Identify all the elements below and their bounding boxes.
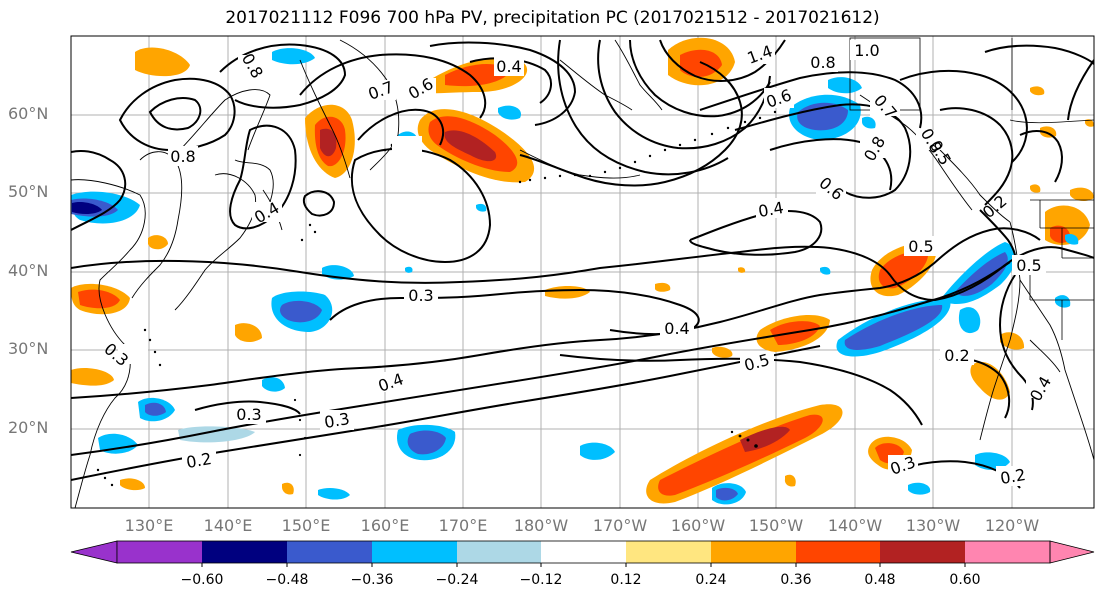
colorbar-swatch	[965, 541, 1050, 563]
colorbar-swatch	[457, 541, 541, 563]
colorbar-swatch	[117, 541, 202, 563]
contour-label: 0.4	[757, 198, 785, 221]
lon-label: 160°W	[670, 516, 726, 535]
colorbar-tick-label: −0.24	[435, 572, 479, 588]
colorbar-tick-label: 0.12	[610, 572, 642, 588]
colorbar-swatch	[541, 541, 626, 563]
contour-label: 0.5	[908, 237, 933, 256]
colorbar-swatch	[711, 541, 796, 563]
contour-label: 0.3	[408, 286, 433, 305]
colorbar-tick-label: 0.36	[780, 572, 812, 588]
lat-label: 20°N	[8, 418, 49, 437]
colorbar-tick-label: −0.60	[180, 572, 224, 588]
contour-label: 0.4	[496, 57, 521, 76]
contour-label: 0.3	[236, 405, 261, 424]
lon-label: 170°W	[592, 516, 648, 535]
colorbar-swatch	[880, 541, 965, 563]
colorbar-swatch	[796, 541, 880, 563]
contour-label: 0.8	[170, 147, 195, 166]
colorbar-swatch	[287, 541, 372, 563]
lon-label: 160°E	[360, 516, 410, 535]
contour-label: 0.5	[1016, 256, 1041, 275]
map-frame	[70, 35, 1095, 509]
lon-label: 140°E	[203, 516, 253, 535]
contour-label: 0.4	[664, 319, 689, 338]
lon-label: 130°E	[124, 516, 174, 535]
contour-label-gaps	[118, 40, 1056, 486]
lon-label: 150°W	[748, 516, 804, 535]
lon-label: 120°W	[984, 516, 1040, 535]
colorbar-tick-label: 0.48	[864, 572, 896, 588]
map-title: 2017021112 F096 700 hPa PV, precipitatio…	[225, 8, 880, 28]
contour-label: 1.0	[854, 41, 879, 60]
colorbar-tick-label: −0.12	[519, 572, 563, 588]
lat-label: 30°N	[8, 339, 49, 358]
colorbar-tick-label: −0.36	[350, 572, 394, 588]
lon-label: 140°W	[827, 516, 883, 535]
lat-label: 60°N	[8, 104, 49, 123]
colorbar-swatch	[372, 541, 457, 563]
colorbar-max-extend	[1049, 540, 1095, 564]
colorbar-swatch	[626, 541, 711, 563]
lon-label: 130°W	[905, 516, 961, 535]
colorbar-tick-label: 0.24	[695, 572, 727, 588]
pv-contours	[71, 39, 1094, 489]
contour-label: 0.2	[185, 449, 213, 472]
precip-positive-shading	[71, 37, 1094, 504]
lon-label: 170°E	[438, 516, 488, 535]
lat-label: 40°N	[8, 261, 49, 280]
lat-label: 50°N	[8, 182, 49, 201]
contour-label: 0.2	[944, 346, 969, 365]
contour-label: 0.3	[323, 409, 351, 432]
lon-label: 150°E	[281, 516, 331, 535]
colorbar-tick-label: 0.60	[949, 572, 981, 588]
colorbar	[70, 540, 1095, 567]
colorbar-swatch	[202, 541, 287, 563]
lon-label: 180°W	[513, 516, 569, 535]
colorbar-tick-label: −0.48	[265, 572, 309, 588]
colorbar-min-extend	[70, 540, 118, 564]
contour-label: 0.2	[999, 465, 1027, 488]
contour-label: 0.8	[810, 53, 835, 72]
